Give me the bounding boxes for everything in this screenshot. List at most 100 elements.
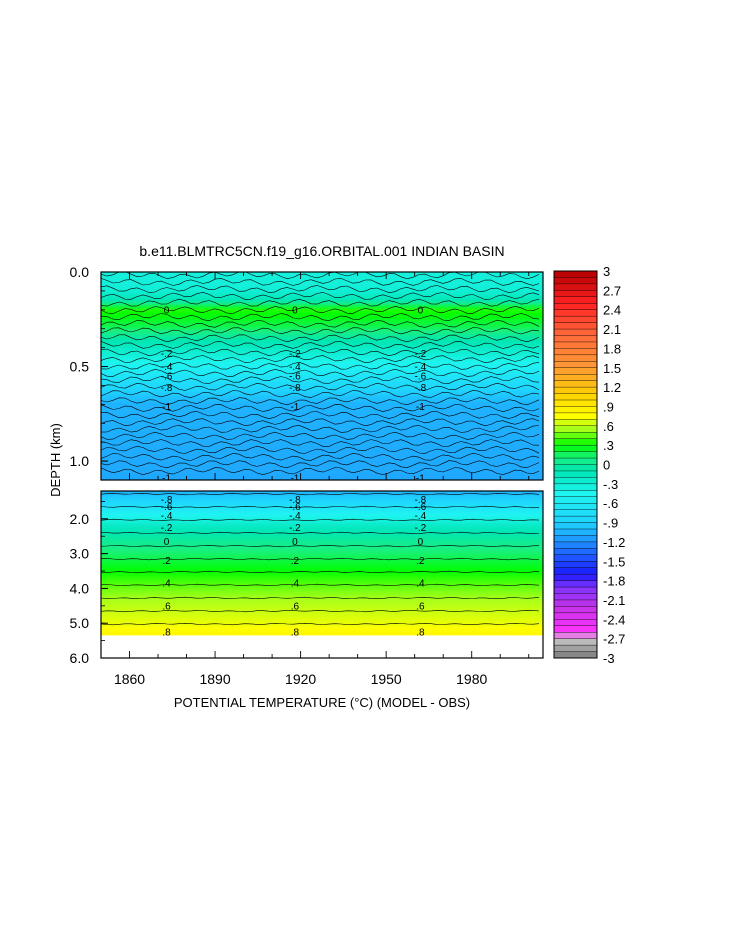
lower-contour-label: -.6 <box>415 502 427 513</box>
colorbar-band <box>553 599 598 607</box>
lower-contour-line <box>101 596 540 600</box>
lower-contour-line <box>101 622 540 626</box>
upper-contour-label: -.8 <box>289 383 301 394</box>
upper-contour-label: -.2 <box>289 349 301 360</box>
colorbar-band <box>553 444 598 453</box>
colorbar-tick-label: -1.8 <box>603 574 625 589</box>
lower-contour-label: .8 <box>416 627 425 638</box>
colorbar-band <box>553 561 598 569</box>
colorbar-band <box>553 290 598 298</box>
upper-contour-line <box>101 467 540 476</box>
colorbar-band <box>553 399 598 407</box>
upper-contour-line <box>101 277 540 286</box>
colorbar-band <box>553 451 598 459</box>
lower-contour-label: .6 <box>291 601 300 612</box>
colorbar-tick-label: -1.2 <box>603 535 625 550</box>
lower-contour-label: 0 <box>164 537 170 548</box>
lower-contour-label: .4 <box>291 579 300 590</box>
colorbar-tick-label: 2.7 <box>603 283 621 298</box>
colorbar-tick-label: -1.5 <box>603 554 625 569</box>
colorbar-band <box>553 567 598 575</box>
upper-contour-line <box>101 424 540 433</box>
upper-frame <box>100 271 544 481</box>
upper-contour-line <box>101 431 540 440</box>
colorbar-band <box>553 341 598 349</box>
lower-contour-line <box>101 570 540 574</box>
colorbar-band <box>553 470 598 478</box>
upper-contour-label: -.4 <box>415 362 427 373</box>
colorbar-band <box>553 315 598 324</box>
x-tick-label: 1950 <box>371 671 402 687</box>
lower-contour-label: -.6 <box>289 502 301 513</box>
x-tick-label: 1890 <box>199 671 230 687</box>
upper-contour-label: -1 <box>416 402 425 413</box>
lower-frame <box>100 490 544 659</box>
colorbar-tick-label: 1.2 <box>603 380 621 395</box>
colorbar-band <box>553 406 598 414</box>
colorbar-band <box>553 425 598 433</box>
colorbar-tick-label: 3 <box>603 264 610 279</box>
upper-contour-line <box>101 334 540 343</box>
x-tick-label: 1860 <box>114 671 145 687</box>
colorbar-tick-label: -.6 <box>603 496 618 511</box>
colorbar-band <box>553 509 598 517</box>
colorbar-band <box>553 348 598 356</box>
colorbar-band <box>553 477 598 485</box>
upper-contour-label: 0 <box>418 305 424 316</box>
colorbar-band <box>553 625 598 633</box>
upper-contour-label: 0 <box>164 305 170 316</box>
lower-contour-label: 0 <box>292 537 298 548</box>
colorbar-band <box>553 419 598 427</box>
upper-contour-label: -1 <box>162 402 171 413</box>
upper-contour-label: -.4 <box>161 362 173 373</box>
lower-contour-line <box>101 544 540 548</box>
upper-contour-line <box>101 285 540 294</box>
colorbar-tick-label: 2.1 <box>603 322 621 337</box>
lower-contour-label: 0 <box>418 537 424 548</box>
upper-contour-label: -.6 <box>289 372 301 383</box>
upper-contour-line <box>101 272 540 280</box>
upper-contour-line <box>101 298 540 307</box>
lower-y-tick-label: 5.0 <box>70 615 90 631</box>
upper-contour-label: -1 <box>416 474 425 485</box>
lower-contour-line <box>101 505 540 509</box>
colorbar-tick-label: .9 <box>603 399 614 414</box>
lower-contour-label: -.8 <box>415 495 427 506</box>
x-tick-label: 1920 <box>285 671 316 687</box>
lower-fill <box>101 491 543 636</box>
upper-contour-line <box>101 404 540 413</box>
lower-y-tick-label: 3.0 <box>70 546 90 562</box>
colorbar-tick-label: -2.7 <box>603 632 625 647</box>
upper-contour-label: -1 <box>290 402 299 413</box>
upper-contour-line <box>101 291 540 300</box>
upper-contour-label: 0 <box>292 305 298 316</box>
lower-contour-label: -.4 <box>415 511 427 522</box>
colorbar-band <box>553 361 598 369</box>
colorbar-band <box>553 554 598 562</box>
upper-contour-line <box>101 348 540 357</box>
lower-contour-label: -.2 <box>289 523 301 534</box>
colorbar-band <box>553 593 598 601</box>
colorbar-band <box>553 619 598 627</box>
upper-contour-line <box>101 411 540 420</box>
lower-contour-label: .4 <box>416 579 425 590</box>
colorbar-band <box>553 573 598 582</box>
lower-contour-line <box>101 557 540 561</box>
upper-contour-line <box>101 313 540 322</box>
upper-contour-label: -.2 <box>415 349 427 360</box>
colorbar-band <box>553 612 598 620</box>
colorbar-band <box>553 270 598 278</box>
lower-contour-line <box>101 492 540 496</box>
upper-contour-line <box>101 460 540 469</box>
upper-panel: 0 0 0-.2 -.2 -.2-.4 -.4 -.4-.6 -.6 -.6-.8 -.8 -.8-… <box>70 264 544 485</box>
upper-contour-label: -1 <box>162 474 171 485</box>
colorbar-band <box>553 606 598 614</box>
colorbar-tick-label: 0 <box>603 458 610 473</box>
colorbar-band <box>553 515 598 524</box>
colorbar-band <box>553 528 598 536</box>
upper-contour-label: -.2 <box>161 349 173 360</box>
lower-contour-line <box>101 531 540 535</box>
upper-contour-line <box>101 397 540 406</box>
upper-contour-line <box>101 452 540 461</box>
